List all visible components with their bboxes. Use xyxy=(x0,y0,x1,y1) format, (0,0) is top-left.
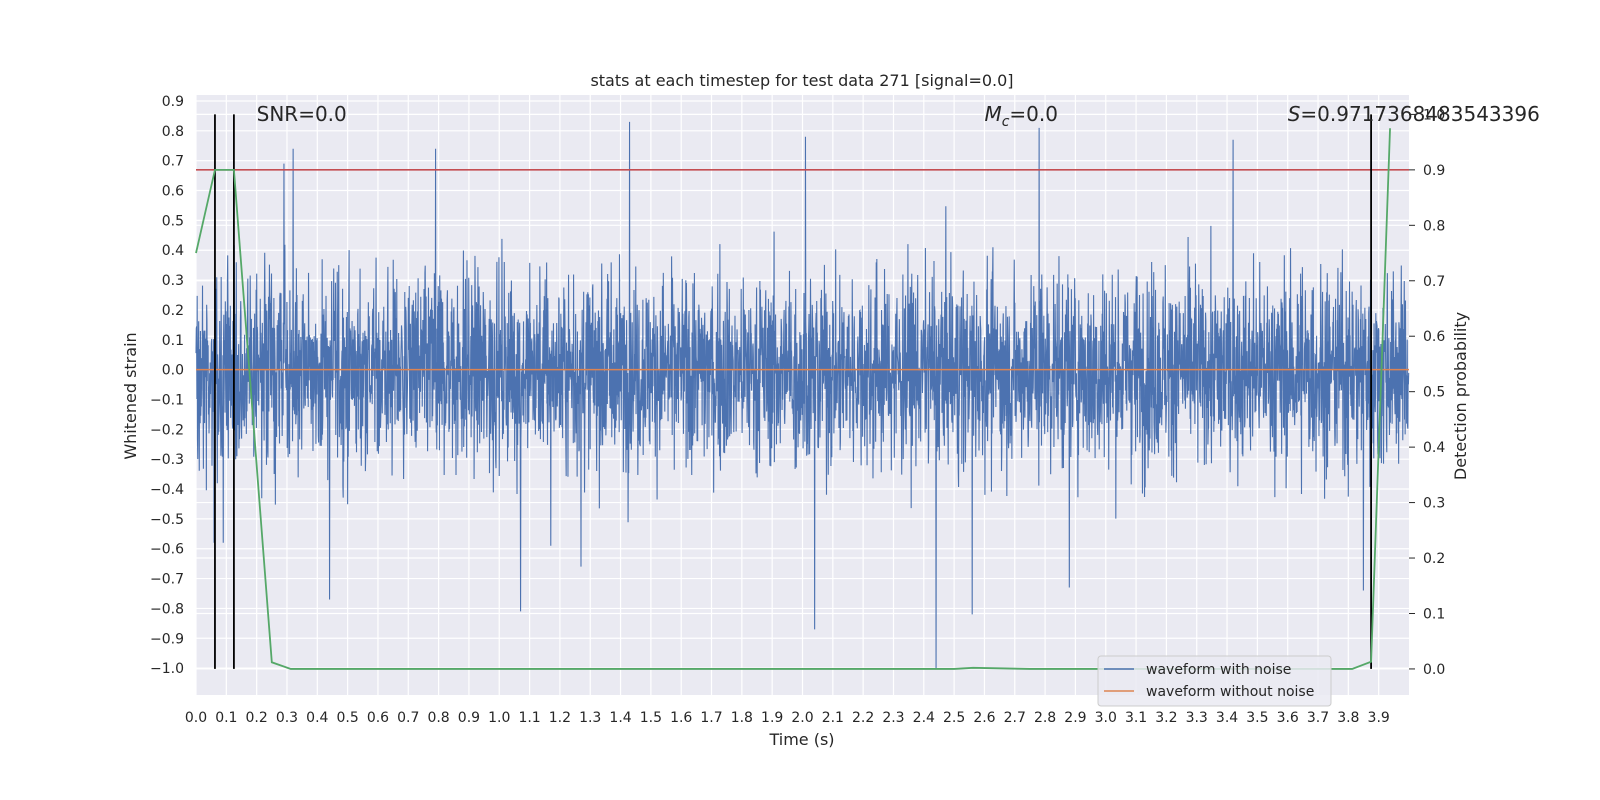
y-axis-label-left: Whitened strain xyxy=(121,332,140,459)
x-tick-label: 3.7 xyxy=(1307,710,1329,726)
snr-annotation: SNR=0.0 xyxy=(257,102,347,126)
y-tick-label-right: 0.1 xyxy=(1423,606,1445,622)
y-tick-label-right: 0.3 xyxy=(1423,496,1445,512)
y-tick-label-right: 0.9 xyxy=(1423,163,1445,179)
x-tick-label: 1.9 xyxy=(761,710,783,726)
y-tick-label-right: 0.4 xyxy=(1423,440,1445,456)
x-tick-label: 0.3 xyxy=(276,710,298,726)
x-tick-label: 3.0 xyxy=(1095,710,1117,726)
y-tick-label-right: 0.5 xyxy=(1423,385,1445,401)
y-tick-label-left: 0.8 xyxy=(162,124,184,140)
y-tick-label-left: 0.3 xyxy=(162,273,184,289)
x-tick-label: 2.2 xyxy=(852,710,874,726)
x-tick-label: 2.7 xyxy=(1004,710,1026,726)
x-tick-label: 3.9 xyxy=(1368,710,1390,726)
x-tick-label: 0.8 xyxy=(427,710,449,726)
x-tick-label: 2.9 xyxy=(1064,710,1086,726)
x-tick-label: 0.4 xyxy=(306,710,328,726)
y-tick-label-left: 0.5 xyxy=(162,213,184,229)
x-tick-label: 1.4 xyxy=(609,710,631,726)
y-tick-label-left: 0.2 xyxy=(162,303,184,319)
y-tick-label-left: −0.3 xyxy=(150,452,184,468)
y-tick-label-left: 0.1 xyxy=(162,333,184,349)
chirp-mass-annotation: Mc=0.0 xyxy=(984,102,1058,130)
x-tick-label: 0.0 xyxy=(185,710,207,726)
y-tick-label-left: 0.6 xyxy=(162,184,184,200)
y-tick-label-left: −1.0 xyxy=(150,661,184,677)
x-tick-label: 1.0 xyxy=(488,710,510,726)
x-tick-label: 0.1 xyxy=(215,710,237,726)
x-tick-label: 2.6 xyxy=(973,710,995,726)
chart-title: stats at each timestep for test data 271… xyxy=(590,71,1013,90)
x-tick-label: 1.6 xyxy=(670,710,692,726)
y-tick-label-left: 0.0 xyxy=(162,363,184,379)
waveform-with-noise-series xyxy=(195,121,1410,669)
x-tick-label: 3.8 xyxy=(1337,710,1359,726)
y-axis-label-right: Detection probability xyxy=(1451,312,1470,480)
x-tick-label: 2.3 xyxy=(882,710,904,726)
y-tick-label-right: 1.0 xyxy=(1423,107,1445,123)
y-tick-label-left: −0.8 xyxy=(150,601,184,617)
y-tick-label-left: −0.4 xyxy=(150,482,184,498)
legend-label-noise: waveform with noise xyxy=(1146,662,1291,678)
x-tick-label: 0.2 xyxy=(246,710,268,726)
y-tick-label-left: −0.2 xyxy=(150,422,184,438)
x-tick-label: 0.7 xyxy=(397,710,419,726)
x-tick-label: 3.2 xyxy=(1155,710,1177,726)
y-tick-label-right: 0.0 xyxy=(1423,662,1445,678)
x-tick-label: 1.8 xyxy=(731,710,753,726)
x-tick-label: 2.1 xyxy=(822,710,844,726)
x-tick-label: 2.8 xyxy=(1034,710,1056,726)
annotations: SNR=0.0 Mc=0.0 S=0.9717368483543396 xyxy=(257,102,1540,130)
x-tick-label: 2.0 xyxy=(791,710,813,726)
y-tick-label-left: 0.7 xyxy=(162,154,184,170)
series-waveform-with-noise xyxy=(195,121,1410,669)
x-tick-label: 1.3 xyxy=(579,710,601,726)
y-tick-label-left: −0.9 xyxy=(150,631,184,647)
axis-ticks: 0.9 0.8 0.7 0.6 0.5 0.4 0.3 0.2 0.1 0.0 −0.1 −0.2 −0… xyxy=(150,94,1445,726)
x-tick-label: 1.5 xyxy=(640,710,662,726)
legend-box xyxy=(1097,655,1332,707)
x-axis-label: Time (s) xyxy=(768,730,834,749)
y-tick-label-left: −0.7 xyxy=(150,572,184,588)
x-tick-label: 1.1 xyxy=(518,710,540,726)
y-tick-label-right: 0.2 xyxy=(1423,551,1445,567)
x-tick-label: 0.5 xyxy=(336,710,358,726)
x-tick-label: 2.4 xyxy=(913,710,935,726)
x-tick-label: 3.3 xyxy=(1186,710,1208,726)
x-tick-label: 2.5 xyxy=(943,710,965,726)
x-tick-label: 0.6 xyxy=(367,710,389,726)
y-tick-label-left: −0.5 xyxy=(150,512,184,528)
y-tick-label-right: 0.8 xyxy=(1423,218,1445,234)
y-tick-label-right: 0.7 xyxy=(1423,274,1445,290)
x-tick-label: 1.2 xyxy=(549,710,571,726)
x-tick-label: 3.4 xyxy=(1216,710,1238,726)
gridlines xyxy=(195,95,1409,695)
legend-label-clean: waveform without noise xyxy=(1146,684,1314,700)
y-tick-label-left: 0.4 xyxy=(162,243,184,259)
y-tick-label-left: 0.9 xyxy=(162,94,184,110)
x-tick-label: 1.7 xyxy=(700,710,722,726)
x-tick-label: 3.6 xyxy=(1277,710,1299,726)
legend: waveform with noise waveform without noi… xyxy=(1097,655,1332,707)
x-tick-label: 0.9 xyxy=(458,710,480,726)
y-tick-label-right: 0.6 xyxy=(1423,329,1445,345)
x-tick-label: 3.5 xyxy=(1246,710,1268,726)
y-tick-label-left: −0.1 xyxy=(150,392,184,408)
y-tick-label-left: −0.6 xyxy=(150,542,184,558)
score-annotation: S=0.9717368483543396 xyxy=(1288,102,1540,126)
x-tick-label: 3.1 xyxy=(1125,710,1147,726)
